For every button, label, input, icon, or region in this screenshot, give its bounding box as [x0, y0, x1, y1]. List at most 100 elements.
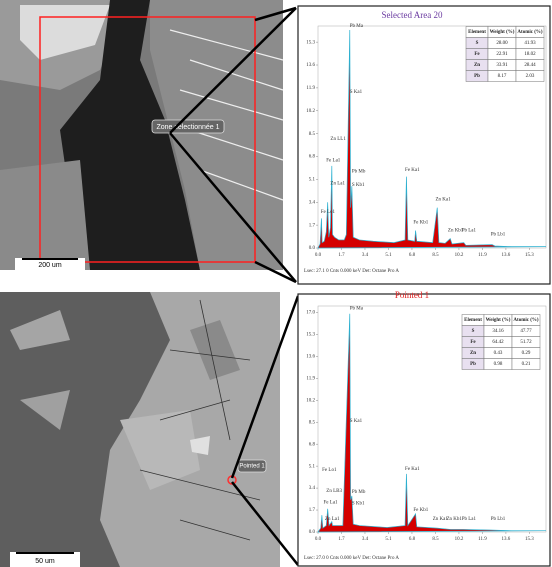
table-cell-text: 34.16 — [492, 329, 504, 334]
y-tick-label: 17.0 — [306, 311, 315, 316]
table-cell-text: 51.72 — [520, 340, 532, 345]
peak-label: Pb Lb1 — [491, 517, 506, 522]
y-tick-label: 11.9 — [306, 86, 315, 91]
y-tick-label: 11.9 — [306, 376, 315, 381]
x-tick-label: 0.0 — [315, 537, 322, 542]
x-tick-label: 0.0 — [315, 253, 322, 258]
plot-frame — [317, 305, 547, 533]
y-tick-label: 3.4 — [309, 200, 316, 205]
table-cell-text: 0.29 — [522, 351, 531, 356]
y-tick-label: 15.3 — [306, 40, 315, 45]
peak-label: S Kb1 — [352, 502, 365, 507]
x-tick-label: 10.2 — [455, 253, 464, 258]
peak-label: Pb Mb — [352, 169, 366, 174]
y-tick-label: 6.8 — [309, 442, 316, 447]
y-tick-label: 8.5 — [309, 132, 316, 137]
y-tick-label: 10.2 — [306, 109, 315, 114]
x-tick-label: 15.3 — [525, 253, 534, 258]
y-tick-label: 1.7 — [309, 508, 316, 513]
x-tick-label: 6.8 — [409, 537, 416, 542]
x-tick-label: 1.7 — [338, 537, 345, 542]
image-label: Pointed 1 — [239, 464, 265, 470]
y-tick-label: 13.6 — [306, 355, 315, 360]
peak-label: Zn Ka1 — [435, 198, 451, 203]
peak-label: Fe Ka1 — [405, 467, 420, 472]
spectrum — [317, 30, 547, 249]
peak-label: Fe Kb1 — [413, 508, 428, 513]
table-header: Weight (%) — [486, 318, 511, 323]
peak-label: Zn Kb1 — [448, 229, 464, 234]
table-header: Atomic (%) — [517, 30, 542, 35]
x-tick-label: 3.4 — [362, 537, 369, 542]
table-cell-text: S — [472, 329, 475, 334]
peak-label: Fe La1 — [326, 159, 341, 164]
peak-label: Pb Mb — [352, 490, 366, 495]
table-cell-text: 28.44 — [524, 63, 536, 68]
sem-image-top: Zone sélectionnée 1 200 um — [0, 0, 284, 270]
table-header: Atomic (%) — [513, 318, 538, 323]
y-tick-label: 5.1 — [309, 464, 316, 469]
peak-label: Fe Ka1 — [405, 168, 420, 173]
table-cell-text: Fe — [474, 52, 480, 57]
spectrum — [317, 313, 547, 533]
table-header: Element — [468, 30, 486, 35]
sem-image-bottom: Pointed 1 50 um — [0, 292, 280, 567]
x-tick-label: 8.5 — [432, 537, 439, 542]
y-tick-label: 1.7 — [309, 223, 316, 228]
peak-label: Zn Ka1 — [433, 517, 449, 522]
table-cell-text: Pb — [474, 74, 480, 79]
table-cell-text: 28.00 — [496, 41, 508, 46]
table-cell-text: 41.93 — [524, 41, 536, 46]
table-cell-text: 22.91 — [496, 52, 508, 57]
table-cell-text: 0.21 — [522, 362, 531, 367]
y-tick-label: 0.0 — [309, 246, 316, 251]
peak-label: Zn LB3 — [326, 489, 342, 494]
table-cell-text: 2.03 — [526, 74, 535, 79]
chart-footer: Lsec: 27.1 0 Cnts 0.000 keV Det: Octane … — [304, 269, 399, 274]
connectors — [169, 6, 300, 566]
y-tick-label: 15.3 — [306, 333, 315, 338]
table-cell-text: Pb — [470, 362, 476, 367]
peak-label: Pb La1 — [462, 517, 477, 522]
scale-bar-label: 200 um — [38, 262, 62, 269]
x-tick-label: 13.6 — [502, 537, 511, 542]
peak-label: Zn Kb1 — [447, 517, 463, 522]
peak-label: Zn LL1 — [330, 137, 346, 142]
x-tick-label: 13.6 — [502, 253, 511, 258]
table-cell-text: Zn — [474, 63, 480, 68]
table-cell-text: Fe — [470, 340, 476, 345]
table-cell-text: Zn — [470, 351, 476, 356]
peak-label: Pb Ma — [350, 307, 364, 312]
y-tick-label: 5.1 — [309, 178, 316, 183]
table-cell-text: S — [476, 41, 479, 46]
x-tick-label: 10.2 — [455, 537, 464, 542]
peak-label: Pb La1 — [462, 229, 477, 234]
image-label: Zone sélectionnée 1 — [156, 124, 219, 131]
x-tick-label: 8.5 — [432, 253, 439, 258]
x-tick-label: 15.3 — [525, 537, 534, 542]
table-header: Weight (%) — [490, 30, 515, 35]
table-cell-text: 8.17 — [498, 74, 507, 79]
y-tick-label: 0.0 — [309, 530, 316, 535]
peak-label: Pb Lb1 — [491, 233, 506, 238]
x-tick-label: 5.1 — [385, 537, 392, 542]
peak-label: S Ka1 — [350, 419, 363, 424]
scale-bar-label: 50 um — [35, 558, 55, 565]
chart-title: Pointed 1 — [395, 290, 429, 300]
y-tick-label: 10.2 — [306, 398, 315, 403]
table-cell — [511, 358, 541, 370]
x-tick-label: 11.9 — [478, 253, 487, 258]
peak-label: Zn La1 — [325, 517, 340, 522]
x-tick-label: 11.9 — [478, 537, 487, 542]
peak-label: Pb Ma — [350, 24, 364, 29]
plot-frame — [317, 25, 547, 249]
y-tick-label: 8.5 — [309, 420, 316, 425]
chart-footer: Lsec: 27.0 0 Cnts 0.000 keV Det: Octane … — [304, 556, 399, 561]
y-tick-label: 3.4 — [309, 486, 316, 491]
chart-title: Selected Area 20 — [382, 10, 443, 20]
x-tick-label: 5.1 — [385, 253, 392, 258]
x-tick-label: 6.8 — [409, 253, 416, 258]
table-cell-text: 0.43 — [494, 351, 503, 356]
peak-label: Fe Lo1 — [322, 468, 337, 473]
